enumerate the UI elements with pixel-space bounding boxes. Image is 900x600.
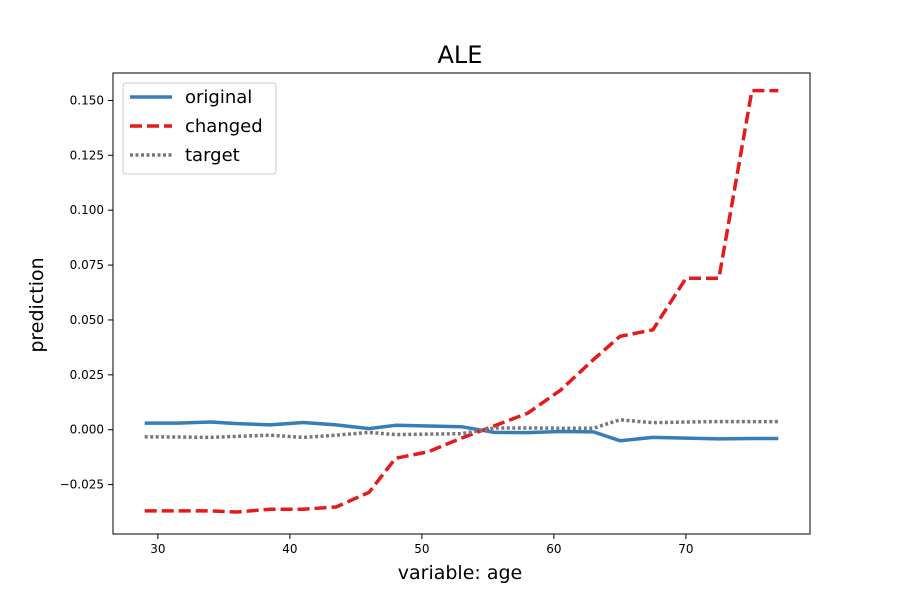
x-tick-label: 70 (678, 542, 693, 556)
y-tick-label: 0.000 (70, 423, 104, 437)
y-tick-label: 0.025 (70, 368, 104, 382)
legend-box (122, 82, 277, 175)
y-tick-label: 0.075 (70, 258, 104, 272)
series-layer (144, 88, 779, 514)
plot-area (112, 72, 811, 535)
chart-title: ALE (438, 41, 483, 69)
y-axis-label: prediction (26, 257, 48, 352)
x-tick-label: 30 (150, 542, 165, 556)
legend-label-original: original (185, 87, 252, 108)
y-tick-label: −0.025 (60, 478, 104, 492)
series-line-original (144, 420, 779, 443)
legend-label-changed: changed (185, 116, 263, 137)
y-tick-label: 0.050 (70, 313, 104, 327)
x-tick-label: 40 (282, 542, 297, 556)
x-tick-label: 50 (414, 542, 429, 556)
ticks-layer: 30 40 50 60 70 −0.025 0.000 0.025 0.050 0.075 0.10… (60, 93, 694, 556)
y-tick-label: 0.150 (70, 93, 104, 107)
x-axis-label: variable: age (398, 562, 522, 584)
legend: original changed target (122, 82, 277, 175)
y-tick-label: 0.100 (70, 203, 104, 217)
series-line-changed (144, 88, 779, 514)
x-tick-label: 60 (546, 542, 561, 556)
legend-label-target: target (185, 145, 240, 166)
y-tick-label: 0.125 (70, 148, 104, 162)
